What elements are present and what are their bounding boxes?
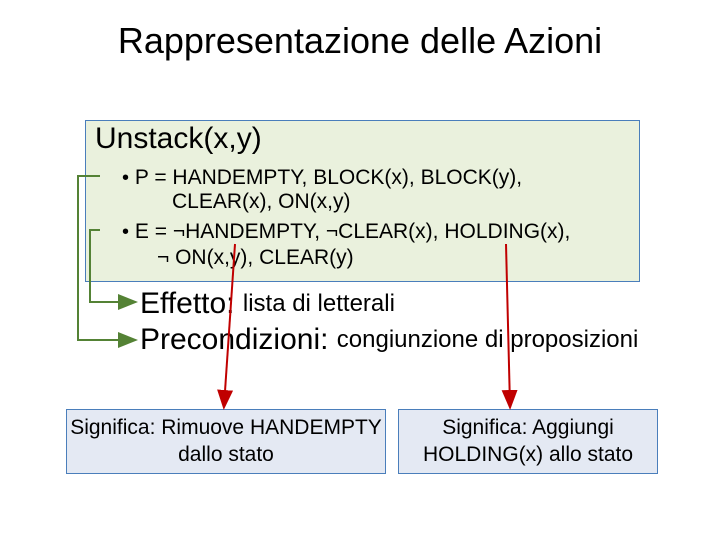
action-name: Unstack(x,y) [95, 122, 262, 156]
negation-icon: ¬ [157, 246, 169, 269]
e-neg2: CLEAR(x), [338, 220, 444, 243]
precondition-line-1: • P = HANDEMPTY, BLOCK(x), BLOCK(y), [122, 165, 522, 190]
e2-pos: CLEAR(y) [259, 246, 354, 269]
p-body1: HANDEMPTY, BLOCK(x), BLOCK(y), [172, 166, 522, 189]
precond-word: Precondizioni: [140, 323, 337, 356]
bullet-icon: • [122, 167, 129, 189]
negation-icon: ¬ [173, 220, 185, 243]
effetto-word: Effetto: [140, 287, 243, 320]
meaning-box-remove: Significa: Rimuove HANDEMPTY dallo stato [66, 409, 386, 474]
slide-title: Rappresentazione delle Azioni [0, 20, 720, 62]
precond-sub: congiunzione di proposizioni [337, 326, 639, 353]
meaning-box-add: Significa: Aggiungi HOLDING(x) allo stat… [398, 409, 658, 474]
effect-line-2: ¬ ON(x,y), CLEAR(y) [157, 246, 354, 270]
box-left-line2: dallo stato [178, 442, 274, 468]
box-right-line1: Significa: Aggiungi [442, 415, 614, 441]
e-prefix: E = [135, 220, 173, 243]
precond-label: Precondizioni: congiunzione di proposizi… [140, 323, 638, 357]
p-prefix: P = [135, 166, 173, 189]
bullet-icon: • [122, 221, 129, 243]
box-right-line2: HOLDING(x) allo stato [423, 442, 633, 468]
box-left-line1: Significa: Rimuove HANDEMPTY [70, 415, 382, 441]
precondition-line-2: CLEAR(x), ON(x,y) [172, 190, 351, 214]
e-pos1: HOLDING(x), [444, 220, 570, 243]
e2-neg: ON(x,y), [169, 246, 259, 269]
effetto-label: Effetto: lista di letterali [140, 287, 395, 321]
effect-line-1: • E = ¬HANDEMPTY, ¬CLEAR(x), HOLDING(x), [122, 220, 570, 244]
effetto-sub: lista di letterali [243, 290, 395, 317]
e-neg1: HANDEMPTY, [185, 220, 326, 243]
negation-icon: ¬ [326, 220, 338, 243]
